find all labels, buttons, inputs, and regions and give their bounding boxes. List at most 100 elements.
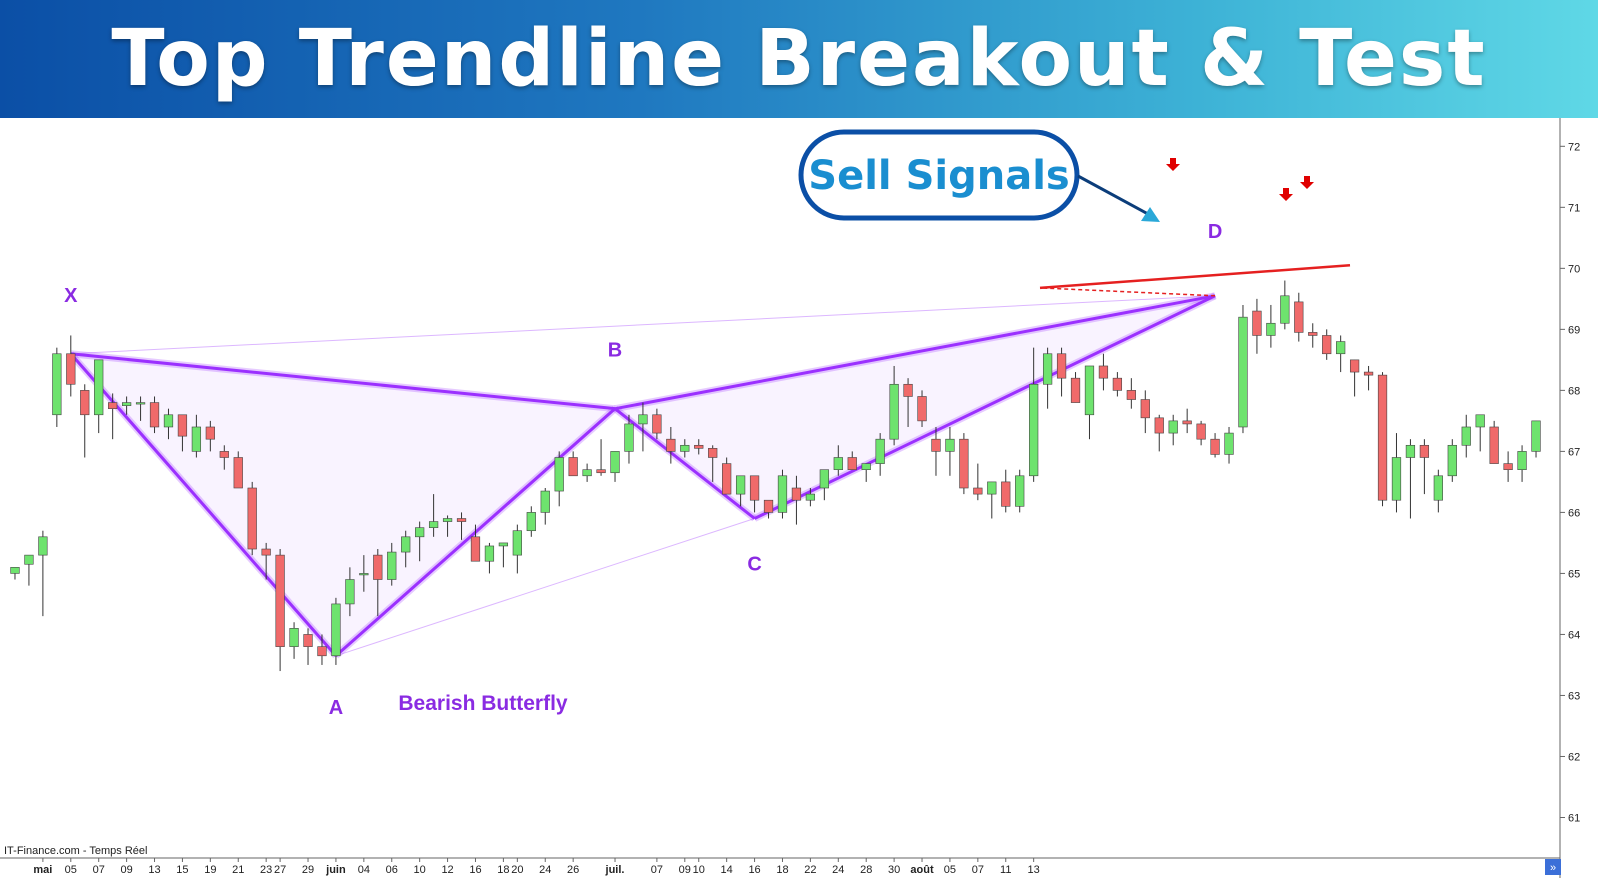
candle-body bbox=[149, 402, 160, 428]
x-tick-label: 16 bbox=[469, 864, 481, 876]
y-tick-label: 67 bbox=[1568, 446, 1580, 458]
candle-body bbox=[805, 493, 816, 501]
y-tick-label: 69 bbox=[1568, 324, 1580, 336]
sell-arrow-icon bbox=[1300, 176, 1314, 189]
candle-body bbox=[177, 414, 188, 437]
candle-body bbox=[610, 451, 620, 474]
candle-body bbox=[735, 475, 746, 495]
candle-body bbox=[708, 448, 718, 458]
candle-body bbox=[1433, 475, 1443, 501]
candle-body bbox=[666, 438, 676, 452]
candle-body bbox=[442, 518, 453, 522]
x-tick-label: 13 bbox=[148, 864, 160, 876]
ac-line bbox=[335, 518, 755, 657]
candle-body bbox=[1168, 420, 1178, 434]
bc-leg bbox=[614, 407, 756, 520]
candle-body bbox=[38, 536, 48, 556]
candle-body bbox=[959, 438, 969, 489]
candle-body bbox=[261, 548, 271, 556]
scroll-right-button[interactable]: » bbox=[1545, 859, 1561, 875]
x-tick-label: 18 bbox=[776, 864, 788, 876]
x-tick-label: 29 bbox=[302, 864, 314, 876]
candle-body bbox=[777, 475, 788, 513]
bcd-triangle bbox=[615, 295, 1216, 519]
x-tick-label: 24 bbox=[832, 864, 844, 876]
candle-body bbox=[247, 487, 257, 550]
candle-body bbox=[205, 426, 215, 440]
candle-body bbox=[94, 359, 104, 416]
x-tick-label: 28 bbox=[860, 864, 872, 876]
candle-body bbox=[1294, 301, 1304, 333]
candle-body bbox=[596, 469, 606, 474]
candle-body bbox=[1517, 451, 1527, 470]
candle-body bbox=[819, 469, 829, 489]
y-axis-ticks: 61 62 63 64 65 66 67 68 69 70 71 72 bbox=[1560, 141, 1580, 824]
candle-body bbox=[987, 481, 997, 495]
callout-bubble bbox=[798, 129, 1080, 221]
candle-body bbox=[791, 487, 802, 501]
candle-body bbox=[1391, 457, 1402, 501]
sell-arrow-icon bbox=[1279, 188, 1293, 201]
x-tick-label: 11 bbox=[1000, 864, 1011, 876]
svg-text:»: » bbox=[1550, 862, 1556, 874]
x-tick-label: 09 bbox=[679, 864, 691, 876]
y-tick-label: 61 bbox=[1568, 812, 1580, 824]
candle-body bbox=[498, 542, 509, 547]
point-label-b: B bbox=[608, 340, 622, 362]
cd-leg bbox=[753, 294, 1216, 520]
candle-body bbox=[945, 438, 955, 452]
pattern-name-label: Bearish Butterfly bbox=[398, 692, 568, 715]
candle-body bbox=[1489, 426, 1499, 464]
candle-body bbox=[275, 554, 285, 647]
candle-body bbox=[1042, 353, 1053, 385]
x-tick-label: 10 bbox=[414, 864, 426, 876]
candle-body bbox=[1224, 432, 1234, 455]
candle-body bbox=[875, 438, 885, 464]
candle-body bbox=[652, 414, 662, 434]
candle-body bbox=[526, 512, 536, 532]
x-tick-label: 30 bbox=[888, 864, 900, 876]
candle-body bbox=[1252, 310, 1262, 336]
y-tick-label: 63 bbox=[1568, 690, 1580, 702]
x-tick-label: 05 bbox=[65, 864, 77, 876]
candle-body bbox=[1238, 316, 1248, 428]
x-tick-label: 06 bbox=[386, 864, 398, 876]
candle-body bbox=[1503, 463, 1513, 470]
x-tick-label: août bbox=[910, 864, 934, 876]
x-tick-label: 05 bbox=[944, 864, 956, 876]
x-axis-ticks: mai 05 07 09 13 15 19 21 23 27 29 juin 04 06 10 12 16 18 2… bbox=[33, 858, 1040, 876]
point-label-a: A bbox=[329, 697, 343, 719]
x-tick-label: 22 bbox=[804, 864, 816, 876]
candle-body bbox=[1084, 365, 1095, 416]
candle-body bbox=[638, 414, 648, 425]
callout-pointer bbox=[1077, 174, 1149, 216]
x-tick-label: 14 bbox=[721, 864, 733, 876]
point-label-d: D bbox=[1208, 221, 1222, 243]
x-tick-label: 09 bbox=[120, 864, 132, 876]
candle-body bbox=[1377, 374, 1388, 501]
candle-body bbox=[387, 551, 397, 580]
sell-arrow-icon bbox=[1166, 158, 1180, 171]
x-tick-label: 20 bbox=[511, 864, 523, 876]
candle-body bbox=[1419, 444, 1430, 458]
candle-body bbox=[680, 444, 690, 452]
candle-body bbox=[317, 646, 327, 657]
candle-body bbox=[1475, 414, 1485, 428]
candle-body bbox=[889, 383, 899, 440]
x-tick-label: 12 bbox=[441, 864, 453, 876]
x-tick-label: 23 bbox=[260, 864, 272, 876]
candle-body bbox=[345, 579, 355, 605]
y-tick-label: 72 bbox=[1568, 141, 1580, 153]
candle-body bbox=[917, 396, 927, 422]
x-tick-label: 19 bbox=[204, 864, 216, 876]
x-tick-label: 26 bbox=[567, 864, 579, 876]
candle-body bbox=[1322, 335, 1332, 355]
trendline-extension bbox=[1039, 287, 1216, 297]
y-tick-label: 66 bbox=[1568, 507, 1580, 519]
candle-body bbox=[1029, 383, 1039, 477]
harmonic-pattern: X A B C D Bearish Butterfly bbox=[64, 221, 1222, 719]
x-tick-label: 13 bbox=[1028, 864, 1040, 876]
callout-arrowhead-icon bbox=[1141, 207, 1160, 222]
x-tick-label: 18 bbox=[497, 864, 509, 876]
candle-body bbox=[331, 603, 341, 657]
